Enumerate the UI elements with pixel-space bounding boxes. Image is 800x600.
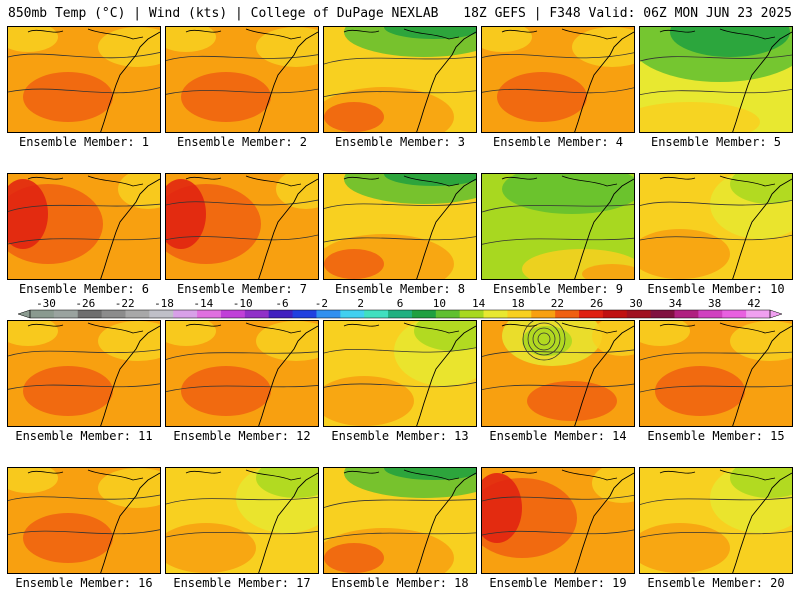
colorbar-tick-label: 22 <box>551 297 564 310</box>
colorbar-segment <box>435 310 461 318</box>
colorbar-tick-label: 14 <box>472 297 486 310</box>
ensemble-map-18 <box>323 467 477 574</box>
ensemble-member-label: Ensemble Member: 19 <box>489 576 627 590</box>
colorbar-segment <box>30 310 55 318</box>
ensemble-map-11 <box>7 320 161 427</box>
colorbar-segment <box>244 310 270 318</box>
colorbar-segment <box>53 310 79 318</box>
colorbar-segment <box>268 310 294 318</box>
run-valid-time: 18Z GEFS | F348 Valid: 06Z MON JUN 23 20… <box>463 6 792 21</box>
ensemble-map-3 <box>323 26 477 133</box>
colorbar-segment <box>364 310 389 318</box>
colorbar-tick-label: -10 <box>233 297 253 310</box>
ensemble-member-label: Ensemble Member: 5 <box>650 135 782 149</box>
colorbar-segment <box>388 310 413 318</box>
colorbar-tick-label: 26 <box>590 297 603 310</box>
colorbar-segment <box>531 310 556 318</box>
ensemble-member-label: Ensemble Member: 7 <box>176 282 308 296</box>
colorbar-segment <box>77 310 103 318</box>
colorbar-tick-label: 18 <box>511 297 524 310</box>
colorbar-tick-label: 6 <box>397 297 404 310</box>
colorbar-tick-label: 2 <box>357 297 364 310</box>
ensemble-map-10 <box>639 173 793 280</box>
colorbar-segment <box>197 310 222 318</box>
ensemble-member-label: Ensemble Member: 9 <box>492 282 624 296</box>
colorbar-tick-label: 38 <box>708 297 721 310</box>
ensemble-member-label: Ensemble Member: 12 <box>173 429 311 443</box>
colorbar-segment <box>507 310 532 318</box>
colorbar-segment <box>722 310 747 318</box>
colorbar-segment <box>340 310 365 318</box>
ensemble-member-label: Ensemble Member: 3 <box>334 135 466 149</box>
colorbar-tick-label: 42 <box>747 297 760 310</box>
colorbar-segment <box>459 310 485 318</box>
colorbar-tick-label: 34 <box>669 297 683 310</box>
colorbar-left-arrow <box>17 309 31 319</box>
ensemble-member-label: Ensemble Member: 17 <box>173 576 311 590</box>
ensemble-member-label: Ensemble Member: 16 <box>15 576 153 590</box>
ensemble-map-5 <box>639 26 793 133</box>
ensemble-member-label: Ensemble Member: 15 <box>647 429 785 443</box>
ensemble-member-label: Ensemble Member: 20 <box>647 576 785 590</box>
ensemble-map-6 <box>7 173 161 280</box>
colorbar-segment <box>220 310 246 318</box>
colorbar-segment <box>483 310 508 318</box>
colorbar-segment <box>746 310 771 318</box>
colorbar-segment <box>698 310 723 318</box>
ensemble-member-label: Ensemble Member: 4 <box>492 135 624 149</box>
ensemble-map-20 <box>639 467 793 574</box>
colorbar-segment <box>650 310 676 318</box>
colorbar-tick-label: -30 <box>36 297 56 310</box>
colorbar-segment <box>602 310 628 318</box>
ensemble-map-2 <box>165 26 319 133</box>
ensemble-map-14 <box>481 320 635 427</box>
colorbar-tick-label: -14 <box>193 297 213 310</box>
temperature-colorbar: -30 -26 -22 -18 -14 -10 -6 -2 2 6 10 14 18 22 26 30 34 38… <box>17 297 783 319</box>
colorbar-tick-label: 10 <box>433 297 446 310</box>
ensemble-member-label: Ensemble Member: 1 <box>18 135 150 149</box>
colorbar-segment <box>555 310 580 318</box>
ensemble-member-label: Ensemble Member: 2 <box>176 135 308 149</box>
ensemble-member-label: Ensemble Member: 11 <box>15 429 153 443</box>
ensemble-map-9 <box>481 173 635 280</box>
colorbar-tick-label: -6 <box>275 297 288 310</box>
ensemble-map-4 <box>481 26 635 133</box>
ensemble-map-12 <box>165 320 319 427</box>
colorbar-segment <box>173 310 198 318</box>
colorbar-tick-label: -18 <box>154 297 174 310</box>
colorbar-right-arrow <box>769 309 783 319</box>
ensemble-map-1 <box>7 26 161 133</box>
colorbar-tick-label: -22 <box>115 297 135 310</box>
ensemble-map-19 <box>481 467 635 574</box>
ensemble-map-8 <box>323 173 477 280</box>
ensemble-member-label: Ensemble Member: 6 <box>18 282 150 296</box>
ensemble-map-15 <box>639 320 793 427</box>
ensemble-member-label: Ensemble Member: 10 <box>647 282 785 296</box>
colorbar-segment <box>149 310 174 318</box>
ensemble-member-label: Ensemble Member: 14 <box>489 429 627 443</box>
ensemble-member-label: Ensemble Member: 13 <box>331 429 469 443</box>
ensemble-map-16 <box>7 467 161 574</box>
colorbar-segment <box>579 310 604 318</box>
colorbar-segment <box>125 310 150 318</box>
ensemble-map-7 <box>165 173 319 280</box>
ensemble-member-label: Ensemble Member: 18 <box>331 576 469 590</box>
colorbar-segment <box>626 310 652 318</box>
colorbar-segment <box>316 310 341 318</box>
colorbar-segment <box>292 310 317 318</box>
ensemble-member-label: Ensemble Member: 8 <box>334 282 466 296</box>
colorbar-segment <box>674 310 699 318</box>
colorbar-segment <box>411 310 437 318</box>
colorbar-tick-label: -2 <box>315 297 328 310</box>
ensemble-map-17 <box>165 467 319 574</box>
colorbar-segment <box>101 310 126 318</box>
colorbar-tick-label: 30 <box>629 297 642 310</box>
colorbar-tick-label: -26 <box>75 297 95 310</box>
ensemble-map-13 <box>323 320 477 427</box>
map-title: 850mb Temp (°C) | Wind (kts) | College o… <box>8 6 439 21</box>
